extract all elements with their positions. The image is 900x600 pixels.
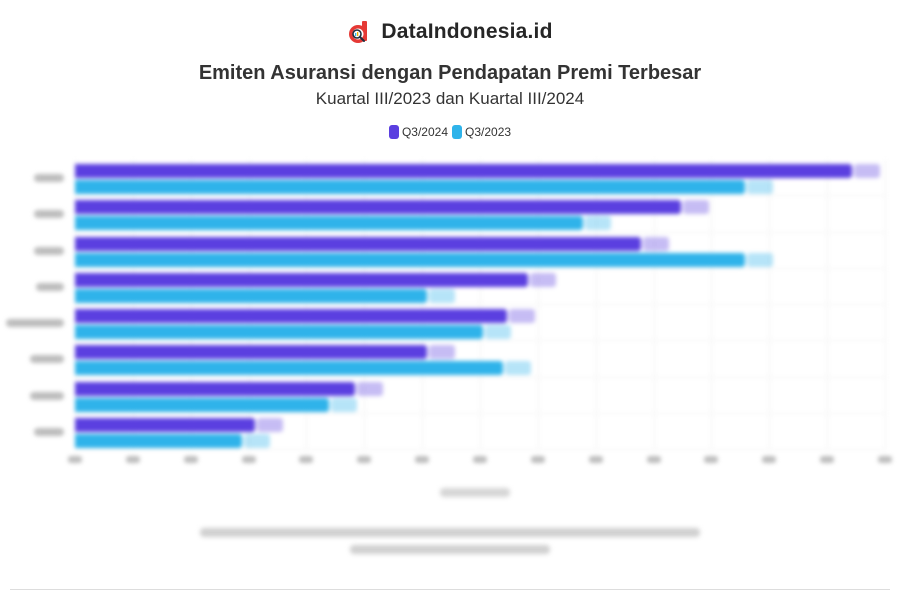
row-separator [75,376,885,378]
y-axis-category-labels [0,160,70,450]
category-label [36,282,64,291]
legend-label: Q3/2024 [401,125,448,139]
bar-value-label [683,200,709,215]
gridline [132,160,134,450]
gridline [711,160,713,450]
bar-q3-2023[interactable] [75,288,427,303]
bar-q3-2024[interactable] [75,272,528,287]
bar-value-label [747,252,773,267]
category-label [34,174,64,183]
legend-swatch-q3-2024 [388,125,399,139]
gridline [480,160,481,450]
bar-value-label [429,345,455,360]
gridline [75,160,76,450]
bar-q3-2023[interactable] [75,361,503,376]
bar-value-label [331,397,357,412]
bar-value-label [747,180,773,194]
dataindonesia-logo-icon [347,20,371,44]
category-label [34,427,64,436]
x-tick-label [415,456,430,463]
brand-header: DataIndonesia.id [0,20,900,44]
x-tick-label [68,456,82,463]
category-label [30,355,64,364]
bar-q3-2024[interactable] [75,236,641,251]
row-separator [75,340,885,342]
category-label [6,319,64,328]
visualization-credit [350,545,550,554]
gridline [885,160,886,450]
chart-footer [0,528,900,562]
bar-q3-2024[interactable] [75,164,852,178]
row-separator [75,449,885,450]
x-tick-label [241,456,256,463]
x-tick-label [646,456,661,463]
bar-q3-2023[interactable] [75,325,483,339]
bar-value-label [585,216,611,231]
gridline [306,160,308,450]
x-tick-label [125,456,140,463]
bar-value-label [357,381,383,396]
x-tick-label [820,456,835,463]
x-tick-label [762,456,777,463]
gridline [769,160,771,450]
bar-q3-2023[interactable] [75,180,745,194]
bar-value-label [505,361,531,376]
bar-q3-2024[interactable] [75,309,507,323]
x-tick-label [530,456,545,463]
bar-value-label [509,309,535,323]
row-separator [75,195,885,197]
gridline [422,160,424,450]
gridline [537,160,539,450]
bar-q3-2024[interactable] [75,417,255,432]
bar-value-label [643,236,669,251]
bar-value-label [244,433,270,448]
bar-value-label [854,164,880,178]
brand-name: DataIndonesia.id [381,20,553,43]
x-tick-label [704,456,719,463]
gridline [248,160,250,450]
x-tick-label [878,456,892,463]
category-label [34,210,64,219]
bar-q3-2024[interactable] [75,381,355,396]
source-text [200,528,700,537]
row-separator [75,304,885,305]
legend-item-q3-2023[interactable]: Q3/2023 [452,125,511,139]
bottom-divider [10,589,890,590]
gridline [364,160,366,450]
bar-value-label [530,272,556,287]
bar-value-label [257,417,283,432]
bar-q3-2023[interactable] [75,433,242,448]
legend-item-q3-2024[interactable]: Q3/2024 [388,125,448,139]
x-tick-label [357,456,372,463]
gridline [653,160,655,450]
x-axis-title [440,488,510,497]
x-axis-ticks [68,456,892,470]
bar-chart-plot-area [75,160,886,450]
bar-q3-2023[interactable] [75,252,745,267]
category-label [30,391,64,400]
row-separator [75,412,885,414]
legend-label: Q3/2023 [465,125,512,139]
chart-legend: Q3/2024 Q3/2023 [0,125,900,139]
x-tick-label [473,456,487,463]
row-separator [75,231,885,233]
category-label [34,246,64,255]
gridline [190,160,192,450]
row-separator [75,267,885,269]
bar-q3-2023[interactable] [75,216,583,231]
gridline [595,160,597,450]
chart-title: Emiten Asuransi dengan Pendapatan Premi … [198,62,702,84]
gridline [827,160,829,450]
x-tick-label [299,456,314,463]
x-tick-label [183,456,198,463]
chart-subtitle: Kuartal III/2023 dan Kuartal III/2024 [315,89,585,108]
bar-value-label [429,288,455,303]
legend-swatch-q3-2023 [452,125,462,139]
bar-value-label [485,325,511,339]
bar-q3-2024[interactable] [75,200,681,215]
bar-q3-2024[interactable] [75,345,427,360]
x-tick-label [588,456,603,463]
bar-q3-2023[interactable] [75,397,329,412]
